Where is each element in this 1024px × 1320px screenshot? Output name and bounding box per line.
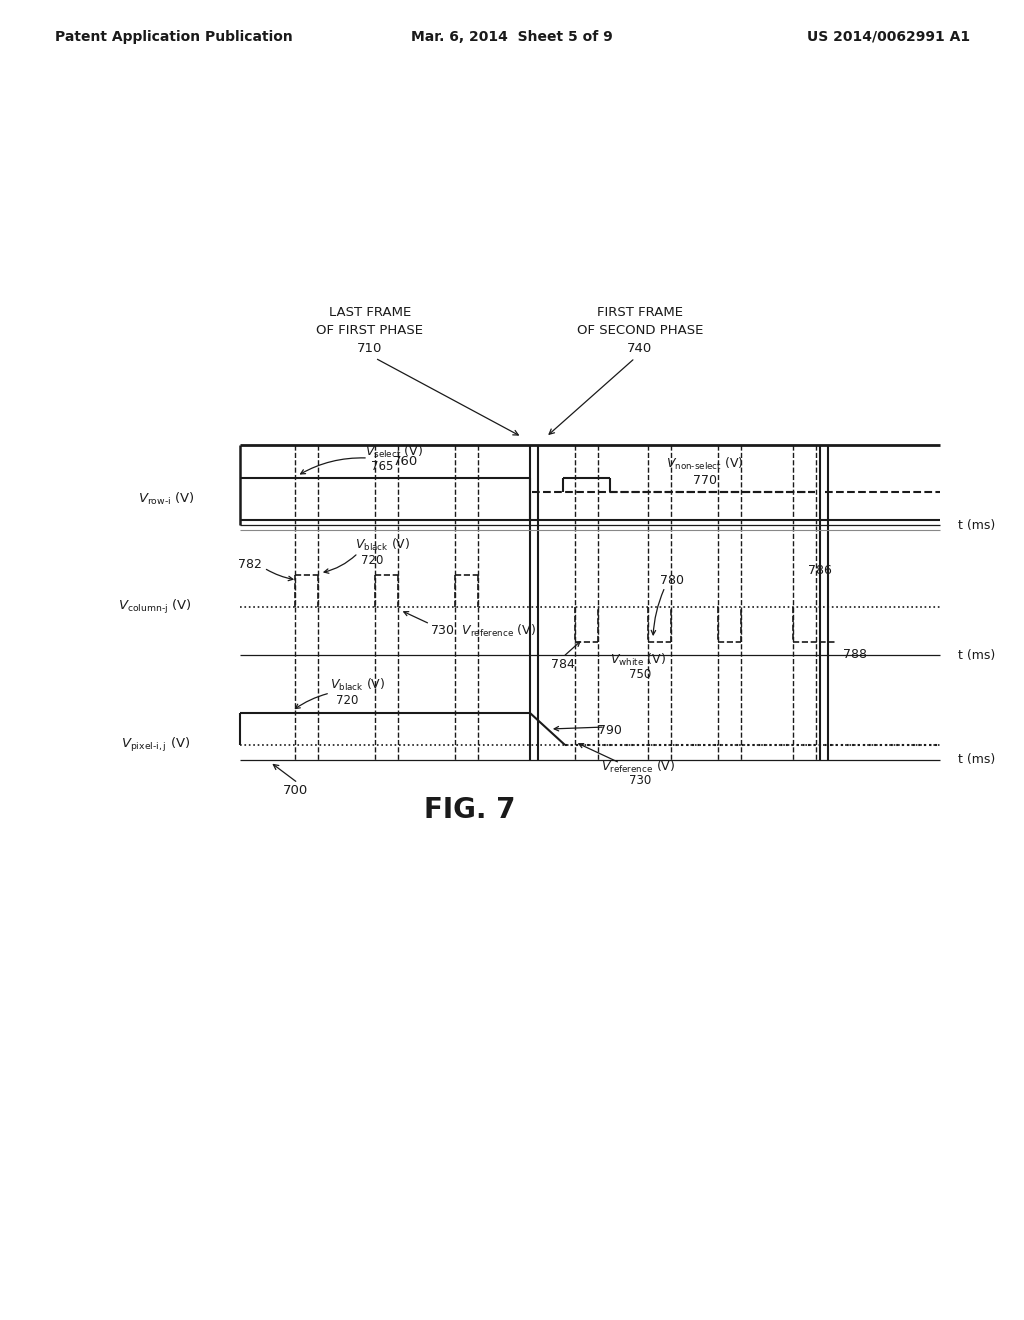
Text: t (ms): t (ms): [958, 519, 995, 532]
Text: 700: 700: [283, 784, 307, 796]
Text: OF FIRST PHASE: OF FIRST PHASE: [316, 323, 424, 337]
Text: 730  $V_{\rm reference}$ (V): 730 $V_{\rm reference}$ (V): [430, 623, 537, 639]
Text: 710: 710: [357, 342, 383, 355]
Text: $V_{\rm black}$ (V): $V_{\rm black}$ (V): [355, 537, 411, 553]
Text: LAST FRAME: LAST FRAME: [329, 305, 411, 318]
Text: $V_{\rm row\text{-}i}$ (V): $V_{\rm row\text{-}i}$ (V): [138, 491, 195, 507]
Text: 782: 782: [239, 558, 262, 572]
Text: 784: 784: [551, 657, 574, 671]
Text: 765: 765: [371, 459, 393, 473]
Text: 786: 786: [808, 564, 831, 577]
Text: 760: 760: [392, 455, 418, 469]
Text: 720: 720: [336, 693, 358, 706]
Text: FIRST FRAME: FIRST FRAME: [597, 305, 683, 318]
Text: 750: 750: [629, 668, 651, 681]
Text: $V_{\rm pixel\text{-}i,j}$ (V): $V_{\rm pixel\text{-}i,j}$ (V): [121, 737, 190, 754]
Text: Mar. 6, 2014  Sheet 5 of 9: Mar. 6, 2014 Sheet 5 of 9: [411, 30, 613, 44]
Text: $V_{\rm column\text{-}j}$ (V): $V_{\rm column\text{-}j}$ (V): [118, 598, 193, 616]
Text: OF SECOND PHASE: OF SECOND PHASE: [577, 323, 703, 337]
Text: $V_{\rm black}$ (V): $V_{\rm black}$ (V): [330, 677, 385, 693]
Text: US 2014/0062991 A1: US 2014/0062991 A1: [807, 30, 970, 44]
Text: t (ms): t (ms): [958, 754, 995, 767]
Text: 770: 770: [693, 474, 717, 487]
Text: 790: 790: [598, 725, 622, 738]
Text: 720: 720: [361, 553, 383, 566]
Text: Patent Application Publication: Patent Application Publication: [55, 30, 293, 44]
Text: $V_{\rm non\text{-}select}$ (V): $V_{\rm non\text{-}select}$ (V): [667, 455, 743, 471]
Text: $V_{\rm reference}$ (V): $V_{\rm reference}$ (V): [601, 759, 675, 775]
Text: 740: 740: [628, 342, 652, 355]
Text: $V_{\rm select}$ (V): $V_{\rm select}$ (V): [365, 444, 423, 461]
Text: 730: 730: [629, 775, 651, 788]
Text: $V_{\rm white}$ (V): $V_{\rm white}$ (V): [610, 652, 666, 668]
Text: t (ms): t (ms): [958, 648, 995, 661]
Text: FIG. 7: FIG. 7: [424, 796, 516, 824]
Text: 788: 788: [843, 648, 867, 660]
Text: 780: 780: [660, 573, 684, 586]
